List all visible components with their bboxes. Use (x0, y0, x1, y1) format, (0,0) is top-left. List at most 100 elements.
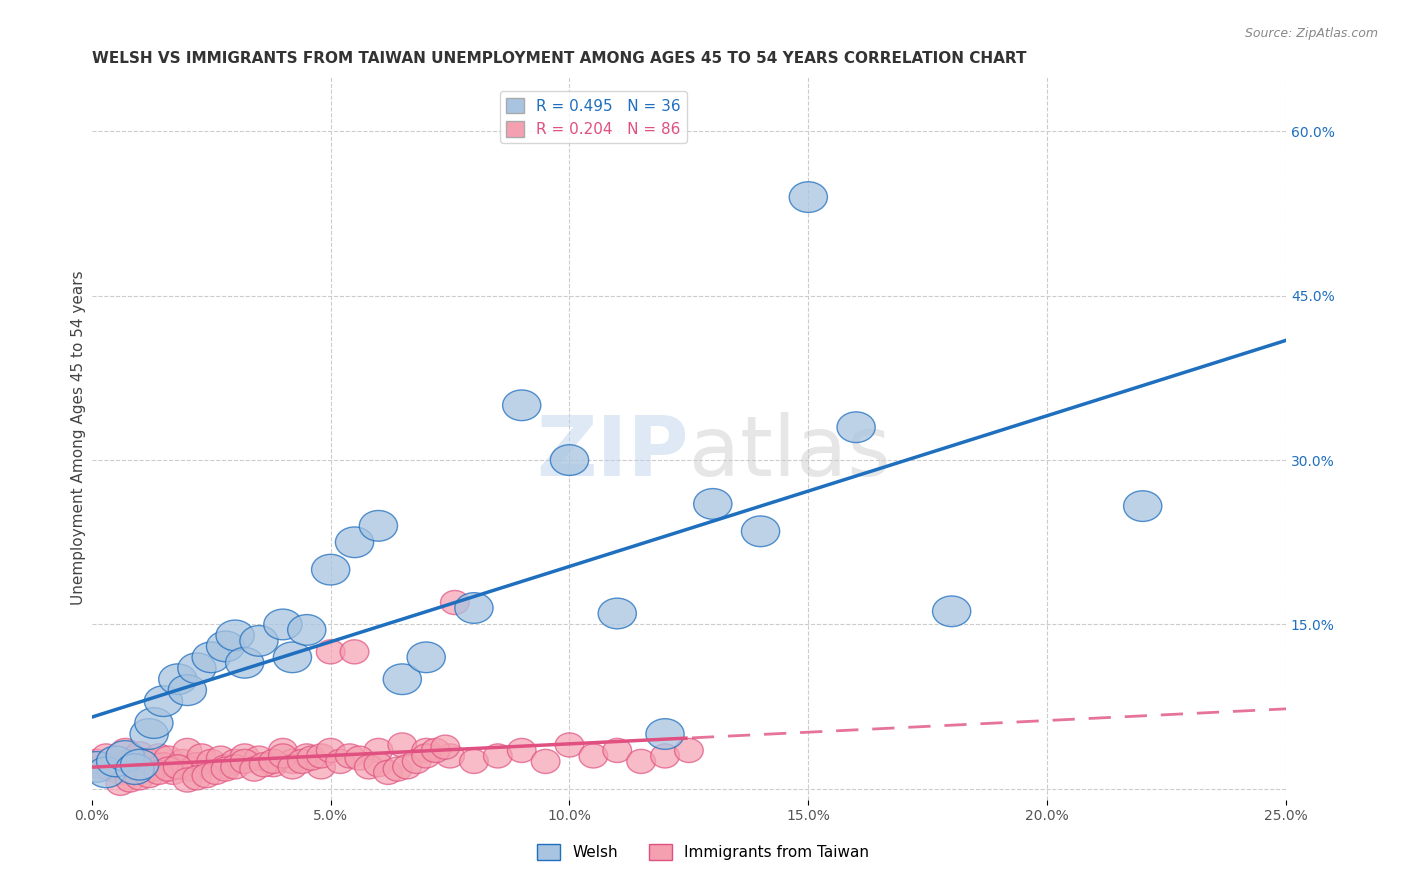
Ellipse shape (221, 755, 249, 779)
Ellipse shape (163, 755, 193, 779)
Ellipse shape (312, 554, 350, 585)
Ellipse shape (364, 739, 392, 763)
Ellipse shape (245, 746, 273, 770)
Ellipse shape (197, 749, 225, 773)
Ellipse shape (115, 754, 153, 784)
Ellipse shape (159, 664, 197, 695)
Legend: R = 0.495   N = 36, R = 0.204   N = 86: R = 0.495 N = 36, R = 0.204 N = 86 (499, 92, 688, 144)
Ellipse shape (388, 733, 416, 757)
Ellipse shape (82, 749, 111, 773)
Ellipse shape (336, 527, 374, 558)
Ellipse shape (502, 390, 541, 421)
Ellipse shape (145, 744, 173, 768)
Ellipse shape (111, 739, 139, 763)
Ellipse shape (932, 596, 970, 627)
Ellipse shape (627, 749, 655, 773)
Ellipse shape (221, 749, 249, 773)
Ellipse shape (135, 749, 163, 773)
Ellipse shape (789, 182, 828, 212)
Ellipse shape (288, 749, 316, 773)
Ellipse shape (384, 757, 412, 781)
Ellipse shape (201, 760, 231, 784)
Ellipse shape (1123, 491, 1161, 522)
Ellipse shape (412, 744, 440, 768)
Ellipse shape (145, 686, 183, 716)
Ellipse shape (135, 707, 173, 739)
Ellipse shape (278, 755, 307, 779)
Ellipse shape (384, 664, 422, 695)
Ellipse shape (440, 591, 470, 615)
Ellipse shape (177, 653, 217, 683)
Ellipse shape (292, 744, 321, 768)
Ellipse shape (693, 489, 733, 519)
Ellipse shape (344, 746, 374, 770)
Ellipse shape (177, 757, 207, 781)
Ellipse shape (297, 746, 326, 770)
Ellipse shape (121, 746, 149, 770)
Text: WELSH VS IMMIGRANTS FROM TAIWAN UNEMPLOYMENT AMONG AGES 45 TO 54 YEARS CORRELATI: WELSH VS IMMIGRANTS FROM TAIWAN UNEMPLOY… (91, 51, 1026, 66)
Ellipse shape (316, 739, 344, 763)
Ellipse shape (145, 760, 173, 784)
Ellipse shape (340, 640, 368, 664)
Ellipse shape (336, 744, 364, 768)
Ellipse shape (402, 749, 432, 773)
Ellipse shape (105, 760, 135, 784)
Ellipse shape (193, 764, 221, 788)
Ellipse shape (169, 675, 207, 706)
Ellipse shape (408, 642, 446, 673)
Ellipse shape (675, 739, 703, 763)
Ellipse shape (87, 757, 125, 788)
Ellipse shape (129, 719, 169, 749)
Ellipse shape (240, 757, 269, 781)
Ellipse shape (163, 755, 193, 779)
Ellipse shape (269, 744, 297, 768)
Ellipse shape (460, 749, 488, 773)
Ellipse shape (432, 735, 460, 759)
Ellipse shape (259, 749, 288, 773)
Ellipse shape (139, 757, 169, 781)
Ellipse shape (159, 760, 187, 784)
Ellipse shape (87, 755, 115, 779)
Ellipse shape (579, 744, 607, 768)
Ellipse shape (531, 749, 560, 773)
Ellipse shape (360, 510, 398, 541)
Ellipse shape (193, 642, 231, 673)
Ellipse shape (288, 615, 326, 645)
Ellipse shape (240, 625, 278, 657)
Ellipse shape (149, 753, 177, 777)
Ellipse shape (211, 757, 240, 781)
Ellipse shape (249, 753, 278, 777)
Ellipse shape (422, 739, 450, 763)
Ellipse shape (269, 739, 297, 763)
Ellipse shape (231, 744, 259, 768)
Ellipse shape (115, 768, 145, 792)
Ellipse shape (97, 746, 135, 777)
Ellipse shape (77, 752, 115, 782)
Ellipse shape (645, 719, 685, 749)
Ellipse shape (307, 744, 336, 768)
Ellipse shape (598, 599, 637, 629)
Ellipse shape (454, 592, 494, 624)
Ellipse shape (129, 755, 159, 779)
Ellipse shape (211, 755, 240, 779)
Text: Source: ZipAtlas.com: Source: ZipAtlas.com (1244, 27, 1378, 40)
Ellipse shape (173, 739, 201, 763)
Ellipse shape (307, 755, 336, 779)
Ellipse shape (316, 640, 344, 664)
Ellipse shape (91, 744, 121, 768)
Ellipse shape (374, 760, 402, 784)
Ellipse shape (264, 609, 302, 640)
Ellipse shape (231, 749, 259, 773)
Ellipse shape (207, 631, 245, 662)
Ellipse shape (278, 749, 307, 773)
Ellipse shape (183, 753, 211, 777)
Ellipse shape (217, 620, 254, 651)
Legend: Welsh, Immigrants from Taiwan: Welsh, Immigrants from Taiwan (531, 838, 875, 866)
Ellipse shape (392, 755, 422, 779)
Ellipse shape (603, 739, 631, 763)
Ellipse shape (555, 733, 583, 757)
Ellipse shape (153, 757, 183, 781)
Ellipse shape (125, 741, 153, 766)
Ellipse shape (651, 744, 679, 768)
Ellipse shape (105, 740, 145, 772)
